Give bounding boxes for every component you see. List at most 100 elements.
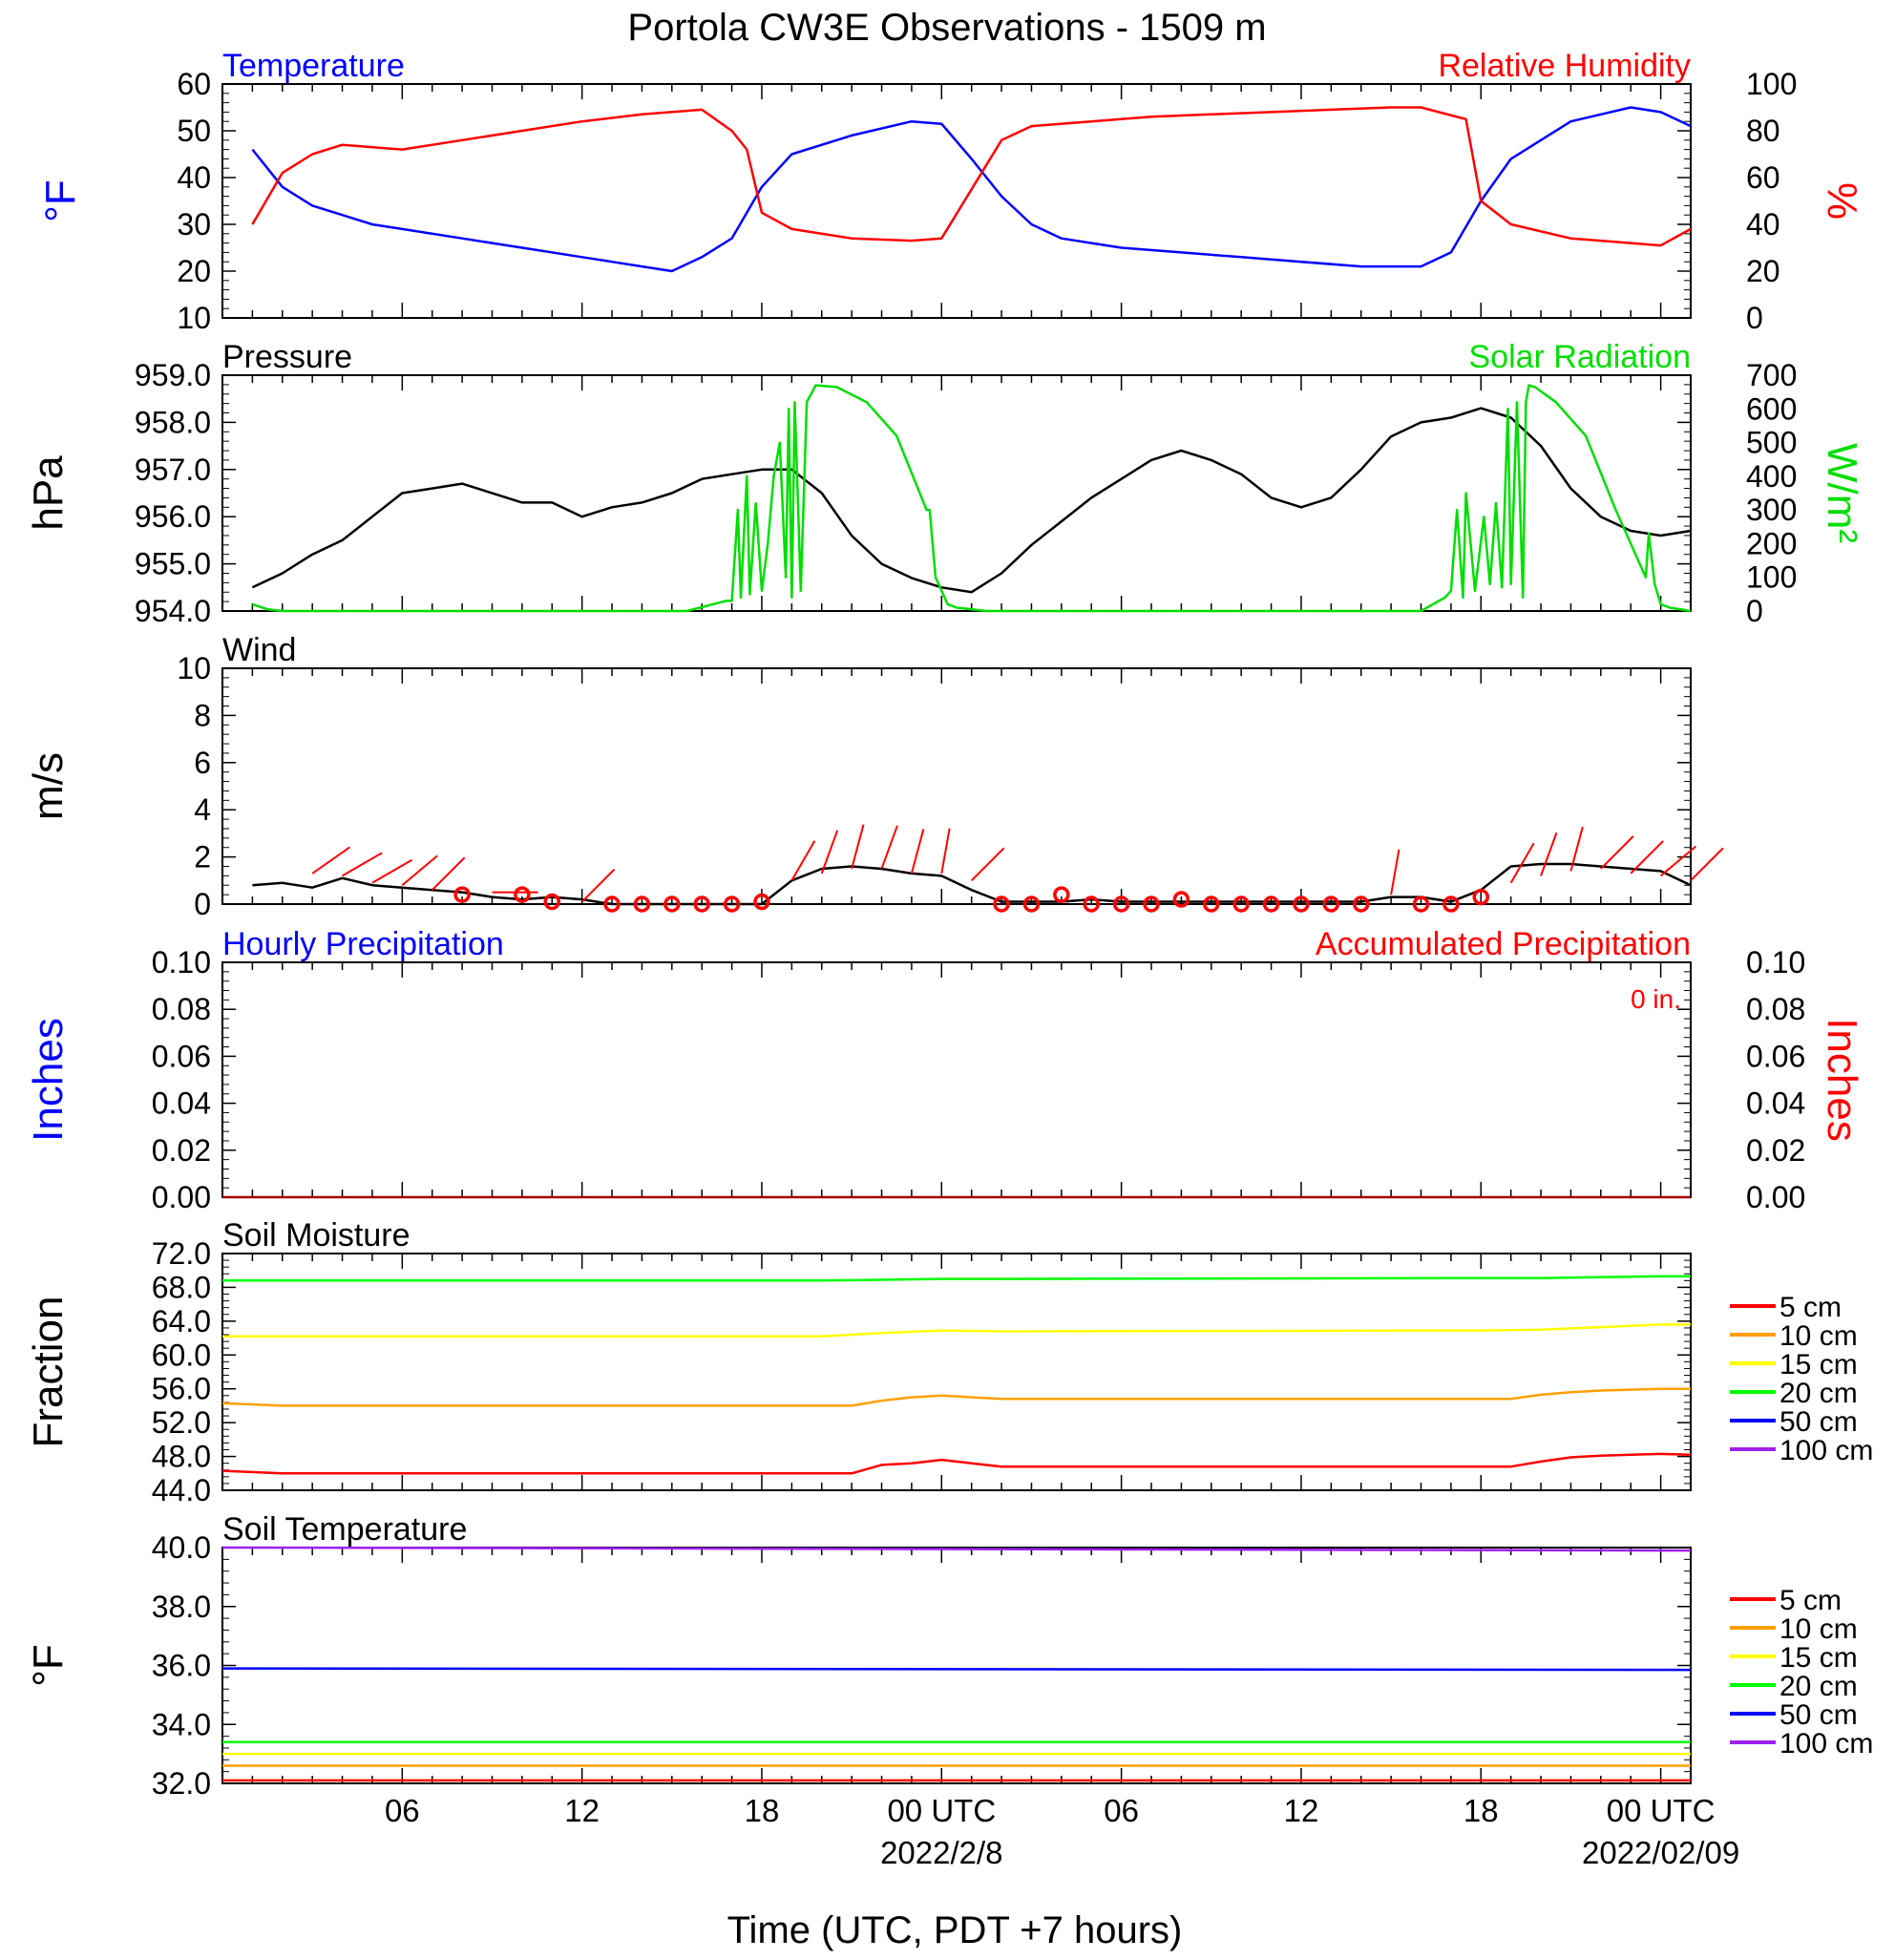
series-line <box>252 384 1692 613</box>
series-15-cm <box>222 1323 1691 1338</box>
wind-barb <box>880 825 898 870</box>
y-axis-label-left: °F <box>37 179 84 221</box>
plot-frame <box>221 1547 1692 1784</box>
legend-label: 10 cm <box>1779 1613 1858 1645</box>
y-tick-label-right: 300 <box>1746 493 1797 527</box>
y-tick-label-left: 959.0 <box>135 358 211 392</box>
y-tick-label-left: 957.0 <box>135 453 211 487</box>
y-tick-label-right: 100 <box>1746 560 1797 595</box>
panel-2: 959.0 958.0 957.0 956.0 955.0 954.0 7006005004… <box>25 339 1865 628</box>
plot-frame <box>221 961 1692 1198</box>
y-tick-label-right: 0.10 <box>1746 945 1805 980</box>
y-tick-label-left: 48.0 <box>152 1440 211 1474</box>
panel-title-left: Wind <box>222 632 296 668</box>
y-tick-label-left: 0.04 <box>152 1086 211 1121</box>
y-tick-label-right: 40 <box>1746 207 1780 242</box>
wind-barb <box>311 846 351 875</box>
series-10-cm <box>221 1387 1691 1407</box>
y-tick-label-left: 44.0 <box>152 1473 211 1507</box>
calm-wind-marker <box>723 896 741 913</box>
calm-wind-marker <box>1262 896 1280 913</box>
calm-wind-marker <box>1203 896 1220 913</box>
panel-6: 40.0 38.0 36.0 34.0 32.0 Soil Temperature °F 5 … <box>25 1511 1873 1801</box>
y-tick-label-left: 38.0 <box>152 1590 211 1624</box>
y-tick-label-right: 0.02 <box>1746 1133 1805 1168</box>
panel-title-left: Soil Temperature <box>222 1511 467 1548</box>
y-tick-label-left: 40.0 <box>152 1530 211 1565</box>
wind-barb <box>1569 826 1584 872</box>
calm-wind-marker <box>543 893 561 911</box>
y-tick-label-left: 32.0 <box>152 1766 211 1801</box>
y-tick-label-left: 0.00 <box>152 1180 211 1214</box>
y-tick-label-left: 8 <box>194 698 211 732</box>
series-20-cm <box>222 1275 1691 1282</box>
y-axis-label-left: Fraction <box>25 1296 72 1448</box>
y-tick-label-right: 0 <box>1746 301 1763 335</box>
y-axis-label-right: W/m² <box>1819 443 1865 543</box>
wind-barb <box>1390 849 1400 896</box>
series-line <box>251 106 1692 247</box>
y-axis-label-left: hPa <box>25 455 72 531</box>
y-tick-label-left: 68.0 <box>152 1270 211 1304</box>
y-tick-label-left: 955.0 <box>135 547 211 581</box>
y-tick-label-right: 200 <box>1746 526 1797 560</box>
y-tick-label-left: 2 <box>194 840 211 875</box>
calm-wind-marker <box>514 886 531 903</box>
y-axis-label-right: % <box>1819 182 1865 220</box>
panel-5: 72.068.064.060.056.052.048.044.0 Soil Moi… <box>25 1217 1873 1507</box>
y-axis-label-left: °F <box>25 1644 72 1686</box>
panel-title-left: Soil Moisture <box>222 1217 411 1254</box>
wind-barb <box>432 856 466 891</box>
x-tick-label: 06 <box>1104 1793 1139 1828</box>
legend-label: 100 cm <box>1779 1728 1873 1760</box>
y-tick-label-left: 10 <box>177 651 211 685</box>
calm-wind-marker <box>1293 896 1310 913</box>
series-5-cm <box>221 1452 1692 1475</box>
calm-wind-marker <box>993 896 1010 913</box>
legend-label: 5 cm <box>1779 1585 1842 1616</box>
y-tick-label-right: 500 <box>1746 426 1797 460</box>
wind-barb <box>940 828 951 875</box>
wind-barb <box>1509 842 1535 884</box>
wind-barb <box>820 830 839 875</box>
x-axis: 06 12 18 00 UTC 2022/2/8 06 12 18 00 UTC 2022/02/… <box>385 1793 1739 1870</box>
y-tick-label-right: 400 <box>1746 459 1797 494</box>
x-axis-title: Time (UTC, PDT +7 hours) <box>727 1909 1183 1951</box>
x-date-label: 2022/2/8 <box>880 1835 1002 1870</box>
calm-wind-marker <box>1472 888 1490 906</box>
y-tick-label-left: 64.0 <box>152 1304 211 1338</box>
y-tick-label-left: 954.0 <box>135 594 211 628</box>
wind-barb <box>1540 832 1558 876</box>
y-tick-label-left: 958.0 <box>135 405 211 439</box>
x-tick-label: 12 <box>1284 1793 1319 1828</box>
calm-wind-marker <box>453 886 471 903</box>
series-line <box>251 407 1692 594</box>
y-tick-label-left: 34.0 <box>152 1707 211 1741</box>
x-tick-label: 18 <box>745 1793 780 1828</box>
series-50-cm <box>221 1667 1692 1672</box>
x-date-label: 2022/02/09 <box>1582 1835 1739 1870</box>
y-tick-label-left: 40 <box>177 160 211 195</box>
calm-wind-marker <box>1053 886 1070 903</box>
panel-3: 10 8 6 4 2 0 Wind m/s <box>25 632 1724 921</box>
y-tick-label-left: 30 <box>177 207 211 242</box>
y-tick-label-left: 0 <box>194 887 211 921</box>
legend-label: 50 cm <box>1779 1699 1858 1731</box>
wind-barb <box>1600 835 1634 870</box>
wind-barb <box>371 858 413 884</box>
calm-wind-marker <box>1412 896 1430 913</box>
y-tick-label-left: 20 <box>177 254 211 288</box>
calm-wind-marker <box>1022 896 1041 913</box>
panel-title-left: Temperature <box>222 48 405 84</box>
panel-1: 60 50 40 30 20 10 100 80 60 40 20 0 Temperature Relat… <box>37 48 1865 335</box>
calm-wind-marker <box>1083 896 1100 913</box>
y-tick-label-left: 56.0 <box>152 1372 211 1406</box>
x-tick-label: 00 UTC <box>887 1793 996 1828</box>
plot-frame <box>221 1253 1692 1491</box>
wind-barb <box>1690 847 1724 882</box>
y-tick-label-left: 0.02 <box>152 1133 211 1168</box>
panel-title-left: Hourly Precipitation <box>222 926 504 962</box>
precip-total-label: 0 in. <box>1631 984 1681 1014</box>
